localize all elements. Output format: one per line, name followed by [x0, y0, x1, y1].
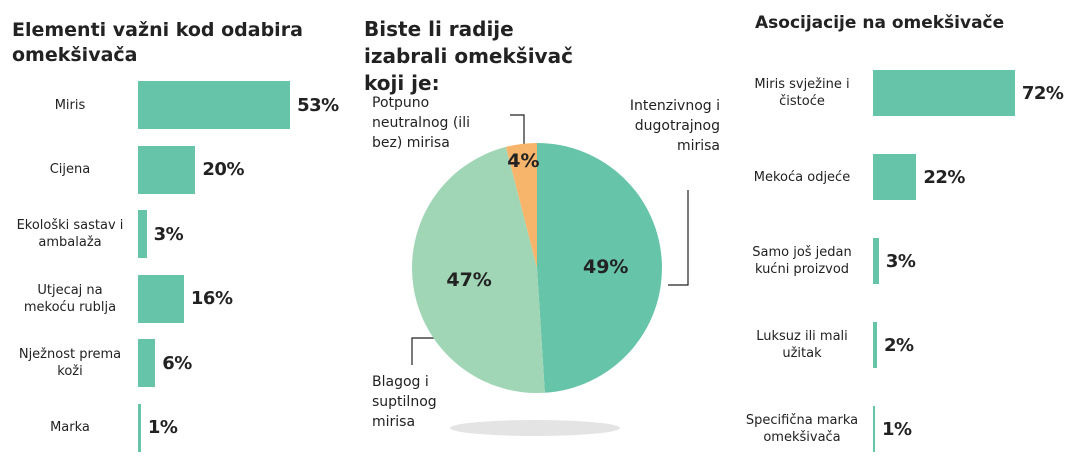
category-label: Ekološki sastav i ambalaža — [16, 218, 124, 250]
bar — [873, 154, 917, 200]
category-label: Utjecaj na mekoću rublja — [23, 282, 117, 315]
slice-label: Potpuno neutralnog (ili bez) mirisa — [372, 95, 470, 151]
bar — [138, 145, 196, 194]
value-label: 3% — [153, 223, 184, 245]
category-label: Samo još jedan kućni proizvod — [752, 245, 852, 277]
pie-slice — [411, 146, 545, 393]
category-label: Mekoća odjeće — [753, 169, 851, 185]
value-label: 1% — [881, 418, 912, 440]
value-label: 53% — [297, 94, 339, 116]
bar — [873, 70, 1015, 116]
value-label: 72% — [1021, 82, 1064, 104]
bar — [138, 403, 141, 452]
category-label: Luksuz ili mali užitak — [756, 329, 848, 361]
pie-slice — [505, 143, 537, 268]
leader-line — [510, 114, 525, 148]
category-label: Miris svježine i čistoće — [754, 77, 850, 109]
category-label: Marka — [50, 420, 90, 435]
value-label: 2% — [883, 334, 914, 356]
chart-title: Elementi važni kod odabira omekšivača — [12, 19, 303, 66]
leader-line — [668, 190, 689, 286]
bar — [138, 339, 156, 387]
slice-value-label: 4% — [507, 150, 539, 172]
slice-value-label: 47% — [446, 269, 491, 291]
shadow — [450, 420, 620, 436]
value-label: 20% — [202, 159, 244, 180]
chart-title: Biste li radije izabrali omekšivač koji … — [364, 17, 573, 95]
bar — [873, 406, 875, 452]
value-label: 1% — [147, 417, 178, 438]
leader-line — [411, 337, 436, 365]
bar — [873, 322, 877, 368]
pie-chart: 49% 47% 4% — [411, 114, 689, 436]
bar — [138, 274, 184, 323]
pie-slice — [537, 143, 663, 393]
bar — [873, 238, 879, 284]
bar — [138, 210, 147, 258]
value-label: 22% — [923, 166, 965, 188]
category-label: Cijena — [49, 162, 91, 177]
category-label: Miris — [54, 97, 86, 113]
category-label: Specifična marka omekšivača — [745, 413, 859, 445]
slice-label: Blagog i suptilnog mirisa — [372, 374, 437, 430]
value-label: 16% — [190, 288, 233, 309]
bar — [138, 81, 291, 129]
category-label: Nježnost prema koži — [18, 347, 122, 379]
value-label: 6% — [162, 352, 192, 374]
slice-label: Intenzivnog i dugotrajnog mirisa — [629, 98, 720, 154]
value-label: 3% — [885, 250, 916, 272]
slice-value-label: 49% — [583, 256, 628, 278]
chart-title: Asocijacije na omekšivače — [755, 13, 1005, 33]
